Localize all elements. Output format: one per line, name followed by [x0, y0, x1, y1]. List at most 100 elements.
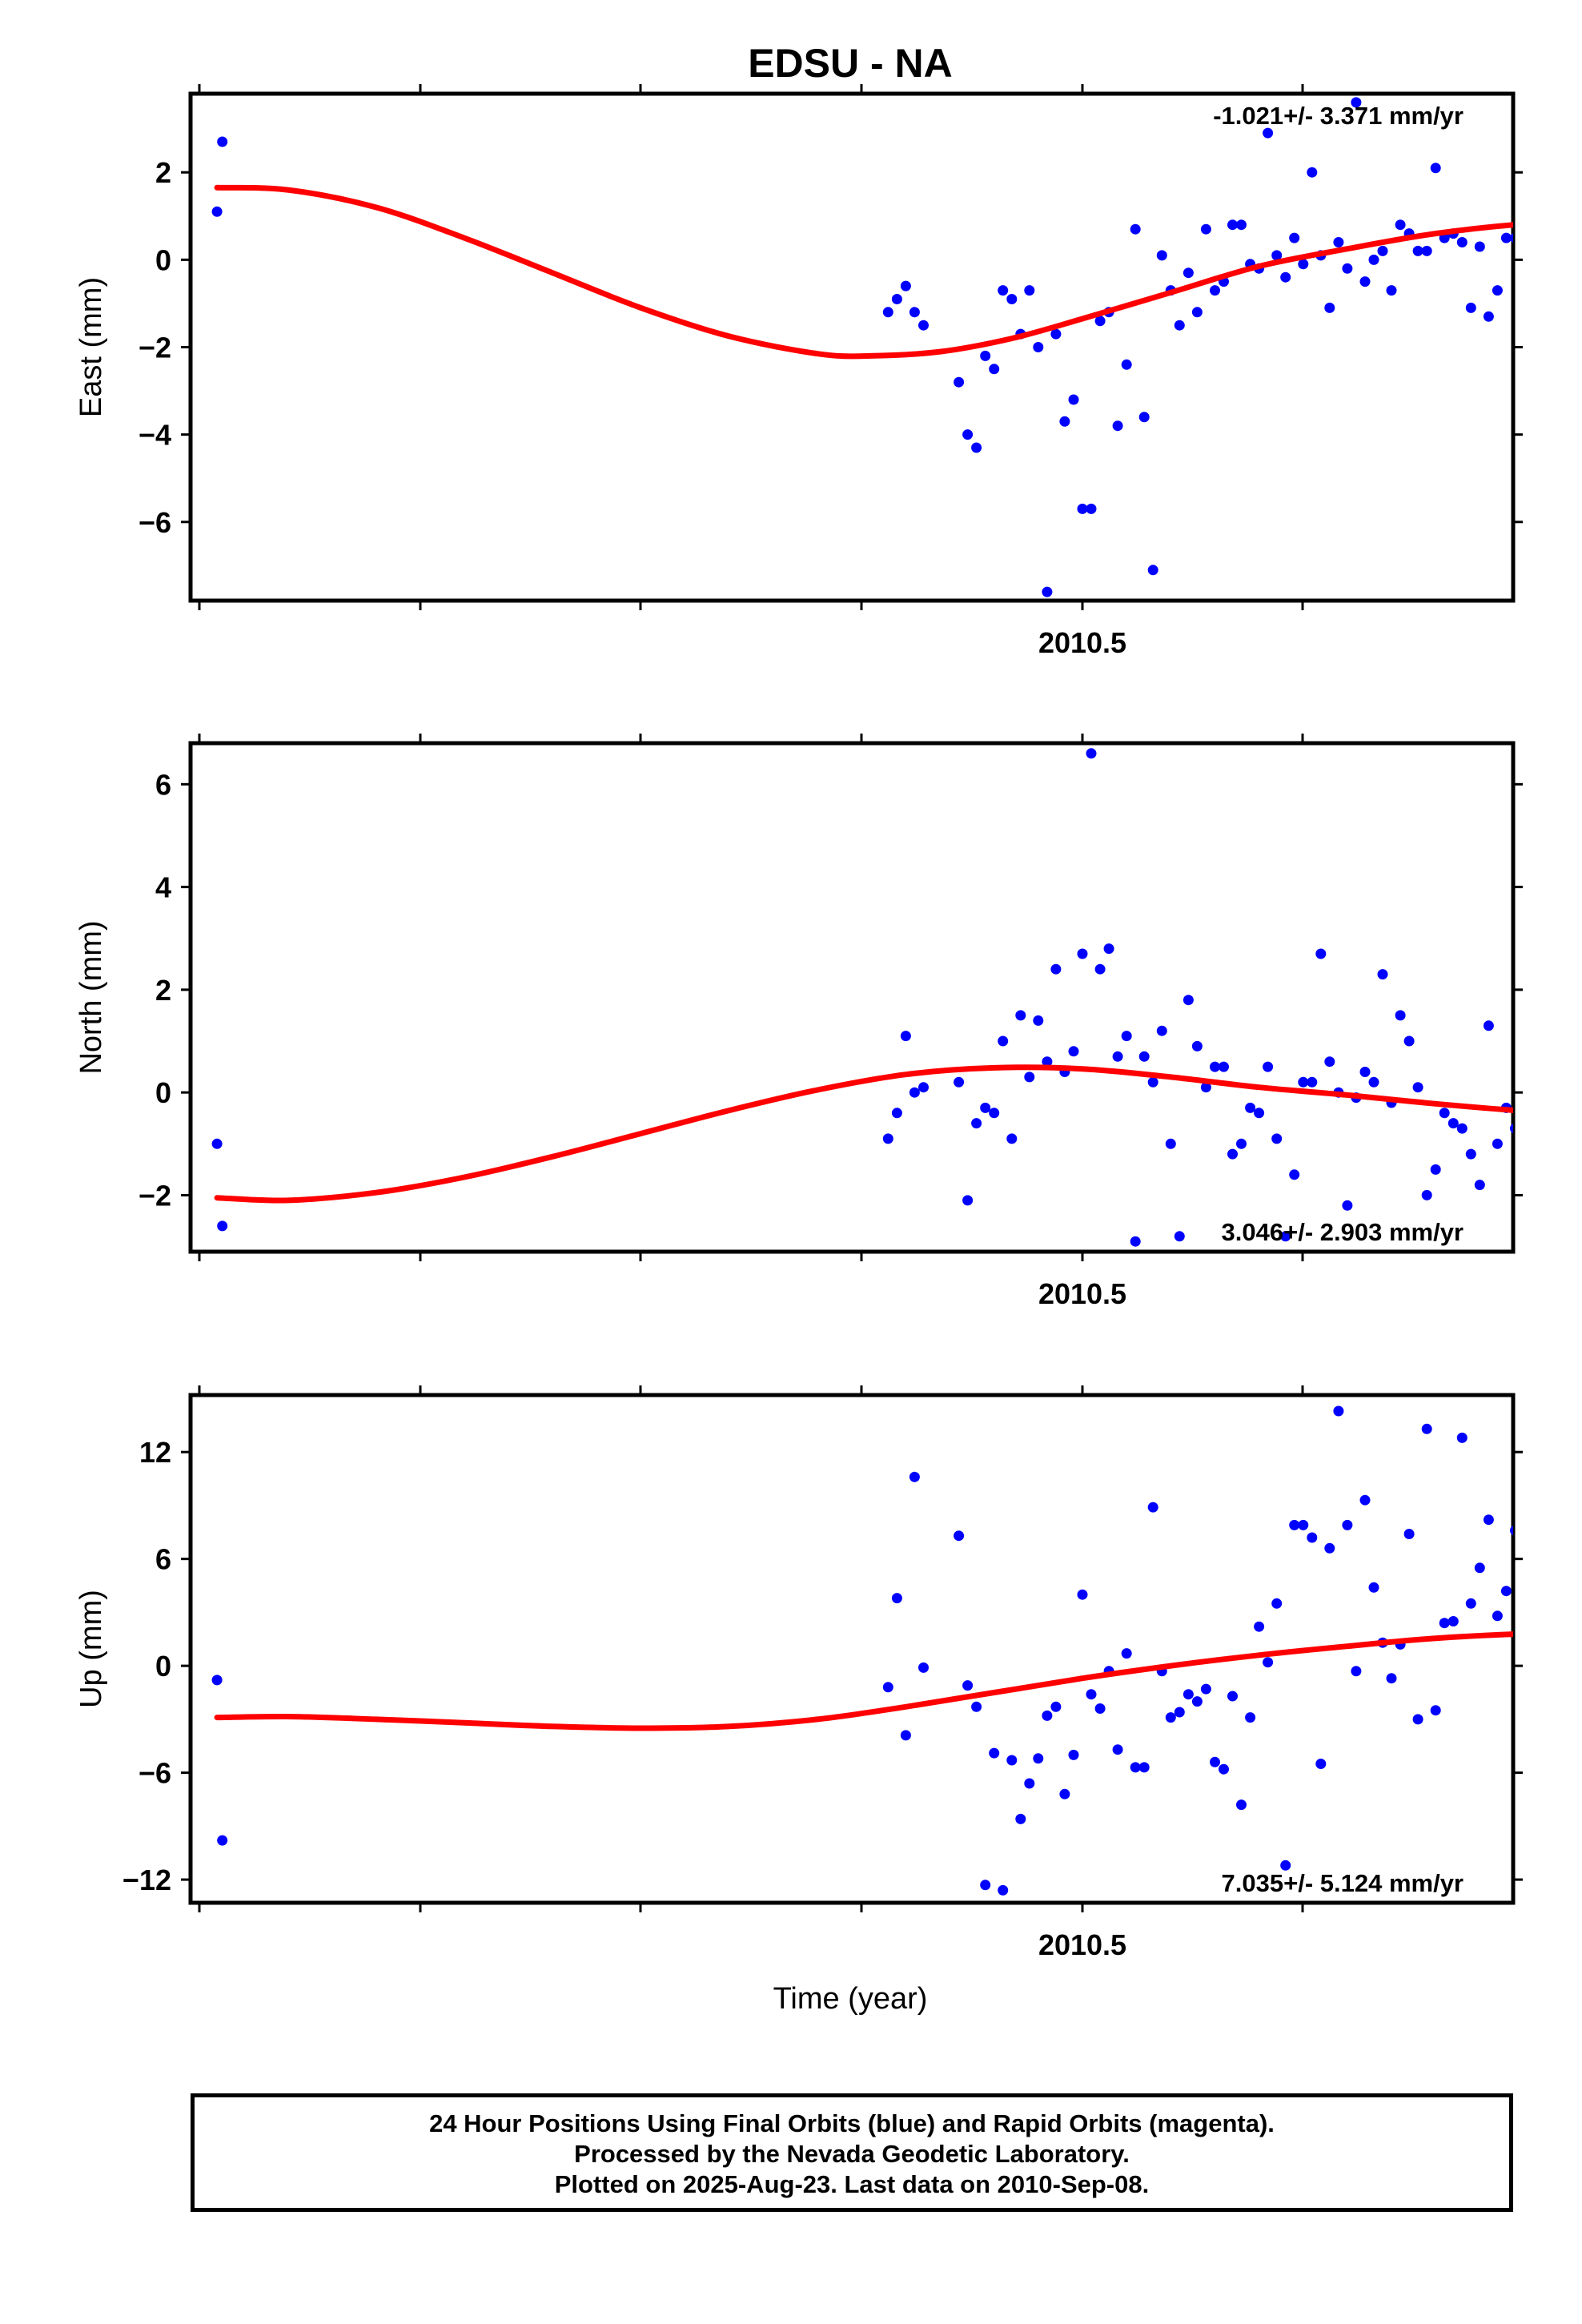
data-point	[1271, 250, 1283, 261]
data-point	[1403, 1529, 1415, 1539]
data-point	[1377, 245, 1388, 256]
x-axis-label: Time (year)	[773, 1982, 928, 2016]
data-point	[1024, 285, 1035, 296]
data-point	[1519, 1036, 1529, 1047]
data-point	[1351, 97, 1362, 108]
data-point	[1006, 1755, 1018, 1766]
data-point	[900, 280, 911, 292]
data-point	[954, 1530, 965, 1542]
data-point	[1289, 232, 1300, 243]
y-tick-label: 0	[155, 1650, 171, 1683]
plot-frame	[188, 1393, 1516, 1905]
data-point	[1545, 1046, 1556, 1056]
data-point	[1006, 1133, 1018, 1144]
data-point	[1430, 1164, 1441, 1175]
x-tick-label: 2010.5	[1038, 1277, 1126, 1310]
data-point	[1271, 1133, 1283, 1144]
data-point	[1130, 1762, 1141, 1773]
y-tick-label: 6	[155, 1543, 171, 1576]
data-point	[891, 1108, 902, 1119]
data-point	[1386, 1673, 1397, 1684]
data-point	[891, 294, 902, 304]
data-point	[1456, 237, 1468, 247]
data-point	[217, 1220, 228, 1232]
data-point	[1536, 202, 1547, 212]
data-point	[1456, 1123, 1468, 1134]
data-point	[1298, 1519, 1309, 1530]
data-point	[1474, 1562, 1485, 1574]
data-point	[1421, 245, 1432, 256]
data-point	[882, 307, 893, 318]
data-point	[1245, 1712, 1256, 1723]
data-point	[1572, 215, 1582, 226]
y-axis-label: East (mm)	[74, 277, 108, 417]
data-point	[1130, 1236, 1141, 1247]
y-tick-label: 2	[155, 156, 171, 189]
data-point	[1368, 254, 1379, 265]
data-point	[1077, 1589, 1088, 1600]
data-point	[1368, 1582, 1379, 1593]
data-point	[1033, 1015, 1044, 1026]
data-point	[1528, 1062, 1538, 1072]
data-point	[1174, 1707, 1185, 1718]
data-point	[1324, 1542, 1335, 1554]
data-point	[1403, 1035, 1415, 1047]
y-tick-label: 0	[155, 243, 171, 276]
data-point	[1351, 1666, 1362, 1677]
data-point	[1112, 1744, 1123, 1755]
data-point	[1254, 1108, 1265, 1119]
data-point	[1359, 276, 1371, 287]
data-point	[1456, 1432, 1468, 1443]
data-point	[1086, 1689, 1097, 1700]
y-tick-label: −4	[139, 419, 171, 452]
data-point	[909, 307, 920, 318]
data-point	[980, 350, 991, 361]
data-point	[1289, 1169, 1300, 1180]
data-point	[1033, 342, 1044, 352]
data-point	[1307, 167, 1318, 178]
data-point	[980, 1102, 991, 1113]
data-point	[1307, 1532, 1318, 1543]
data-point	[1191, 1696, 1203, 1707]
data-point	[1236, 219, 1247, 231]
data-point	[1147, 565, 1158, 576]
data-point	[1042, 1710, 1053, 1721]
data-point	[1210, 1756, 1220, 1767]
data-point	[1545, 180, 1556, 191]
data-point	[1227, 219, 1238, 231]
data-point	[918, 320, 929, 331]
data-point	[1563, 1046, 1573, 1056]
data-point	[1165, 1712, 1176, 1723]
data-point	[1138, 1762, 1150, 1773]
data-point	[217, 1835, 228, 1846]
data-point	[211, 1138, 223, 1149]
data-point	[1200, 1082, 1211, 1093]
data-point	[1121, 1031, 1132, 1042]
y-tick-label: −6	[139, 506, 171, 539]
data-point	[1050, 1701, 1062, 1712]
fit-curve	[214, 1064, 1513, 1204]
data-point	[1068, 1749, 1079, 1760]
data-point	[1280, 1231, 1291, 1242]
data-point	[1182, 267, 1194, 279]
data-point	[1447, 1616, 1459, 1626]
x-tick-label: 2010.5	[1038, 626, 1126, 659]
data-point	[1563, 242, 1573, 252]
y-tick-label: −2	[139, 332, 171, 364]
data-point	[1298, 259, 1309, 270]
data-point	[1412, 245, 1423, 256]
data-point	[891, 1593, 902, 1604]
data-point	[1068, 394, 1079, 405]
data-point	[1465, 1598, 1476, 1609]
data-point	[1395, 219, 1406, 231]
data-point	[211, 1675, 223, 1686]
data-point	[1059, 416, 1070, 427]
data-point	[1254, 1621, 1265, 1632]
data-point	[1500, 1586, 1512, 1597]
data-point	[1219, 1763, 1229, 1775]
data-point	[1042, 586, 1053, 597]
data-point	[1042, 1056, 1053, 1068]
data-point	[962, 1680, 974, 1691]
data-point	[1492, 1610, 1503, 1622]
y-tick-label: −6	[139, 1757, 171, 1790]
